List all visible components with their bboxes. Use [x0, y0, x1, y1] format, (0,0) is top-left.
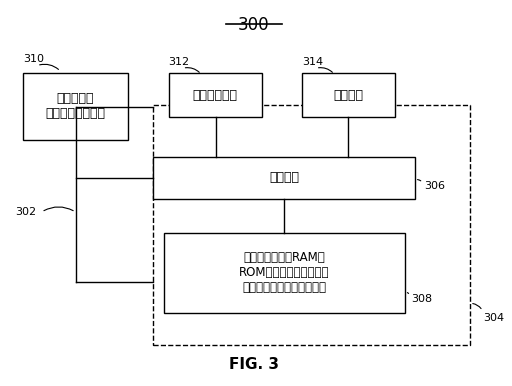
Text: 処理回路: 処理回路 [269, 171, 299, 184]
Text: スピーカ: スピーカ [333, 88, 363, 102]
Text: 302: 302 [15, 207, 36, 217]
Bar [23, 73, 129, 140]
Text: 304: 304 [483, 313, 505, 323]
Bar [302, 73, 395, 117]
Bar [154, 105, 470, 345]
Bar [163, 233, 404, 313]
Text: ユーザ入力
インターフェース: ユーザ入力 インターフェース [46, 93, 105, 120]
Text: 310: 310 [23, 54, 44, 64]
Text: 314: 314 [302, 57, 323, 67]
Text: ディスプレイ: ディスプレイ [193, 88, 238, 102]
Text: FIG. 3: FIG. 3 [229, 357, 279, 372]
Text: 306: 306 [424, 181, 445, 191]
Text: 300: 300 [238, 16, 270, 34]
Text: 308: 308 [411, 294, 432, 304]
Bar [154, 157, 415, 199]
Text: 記憶（例えば、RAM、
ROM、ハードディスク、
リムーバブルディスク等）: 記憶（例えば、RAM、 ROM、ハードディスク、 リムーバブルディスク等） [239, 251, 329, 295]
Bar [168, 73, 262, 117]
Text: 312: 312 [168, 57, 189, 67]
